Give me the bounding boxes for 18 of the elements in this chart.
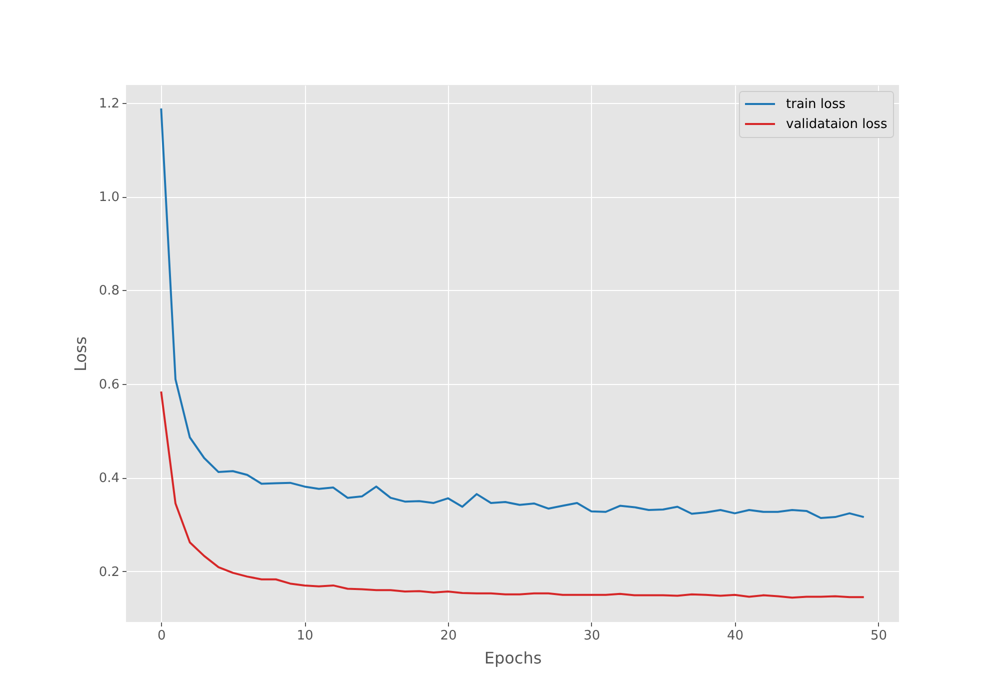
y-tick-label: 0.8 xyxy=(98,284,120,299)
x-tick-label: 40 xyxy=(727,628,744,644)
y-tick-label: 0.4 xyxy=(98,471,120,486)
y-tick-label: 0.6 xyxy=(98,377,120,392)
x-tick-label: 20 xyxy=(440,628,457,644)
legend-label: train loss xyxy=(786,97,846,112)
line-series xyxy=(160,107,865,519)
x-tick-label: 50 xyxy=(870,628,887,644)
line-series xyxy=(160,390,865,599)
x-axis-title: Epochs xyxy=(484,648,542,668)
x-tick-label: 30 xyxy=(584,628,600,644)
legend-label: validataion loss xyxy=(786,117,888,132)
y-tick-label: 0.2 xyxy=(98,564,120,580)
x-tick-label: 10 xyxy=(296,628,314,644)
y-tick-label: 1.0 xyxy=(98,190,120,206)
y-axis-title: Loss xyxy=(70,336,90,372)
y-tick-label: 1.2 xyxy=(98,96,120,112)
x-tick-label: 0 xyxy=(157,628,166,644)
